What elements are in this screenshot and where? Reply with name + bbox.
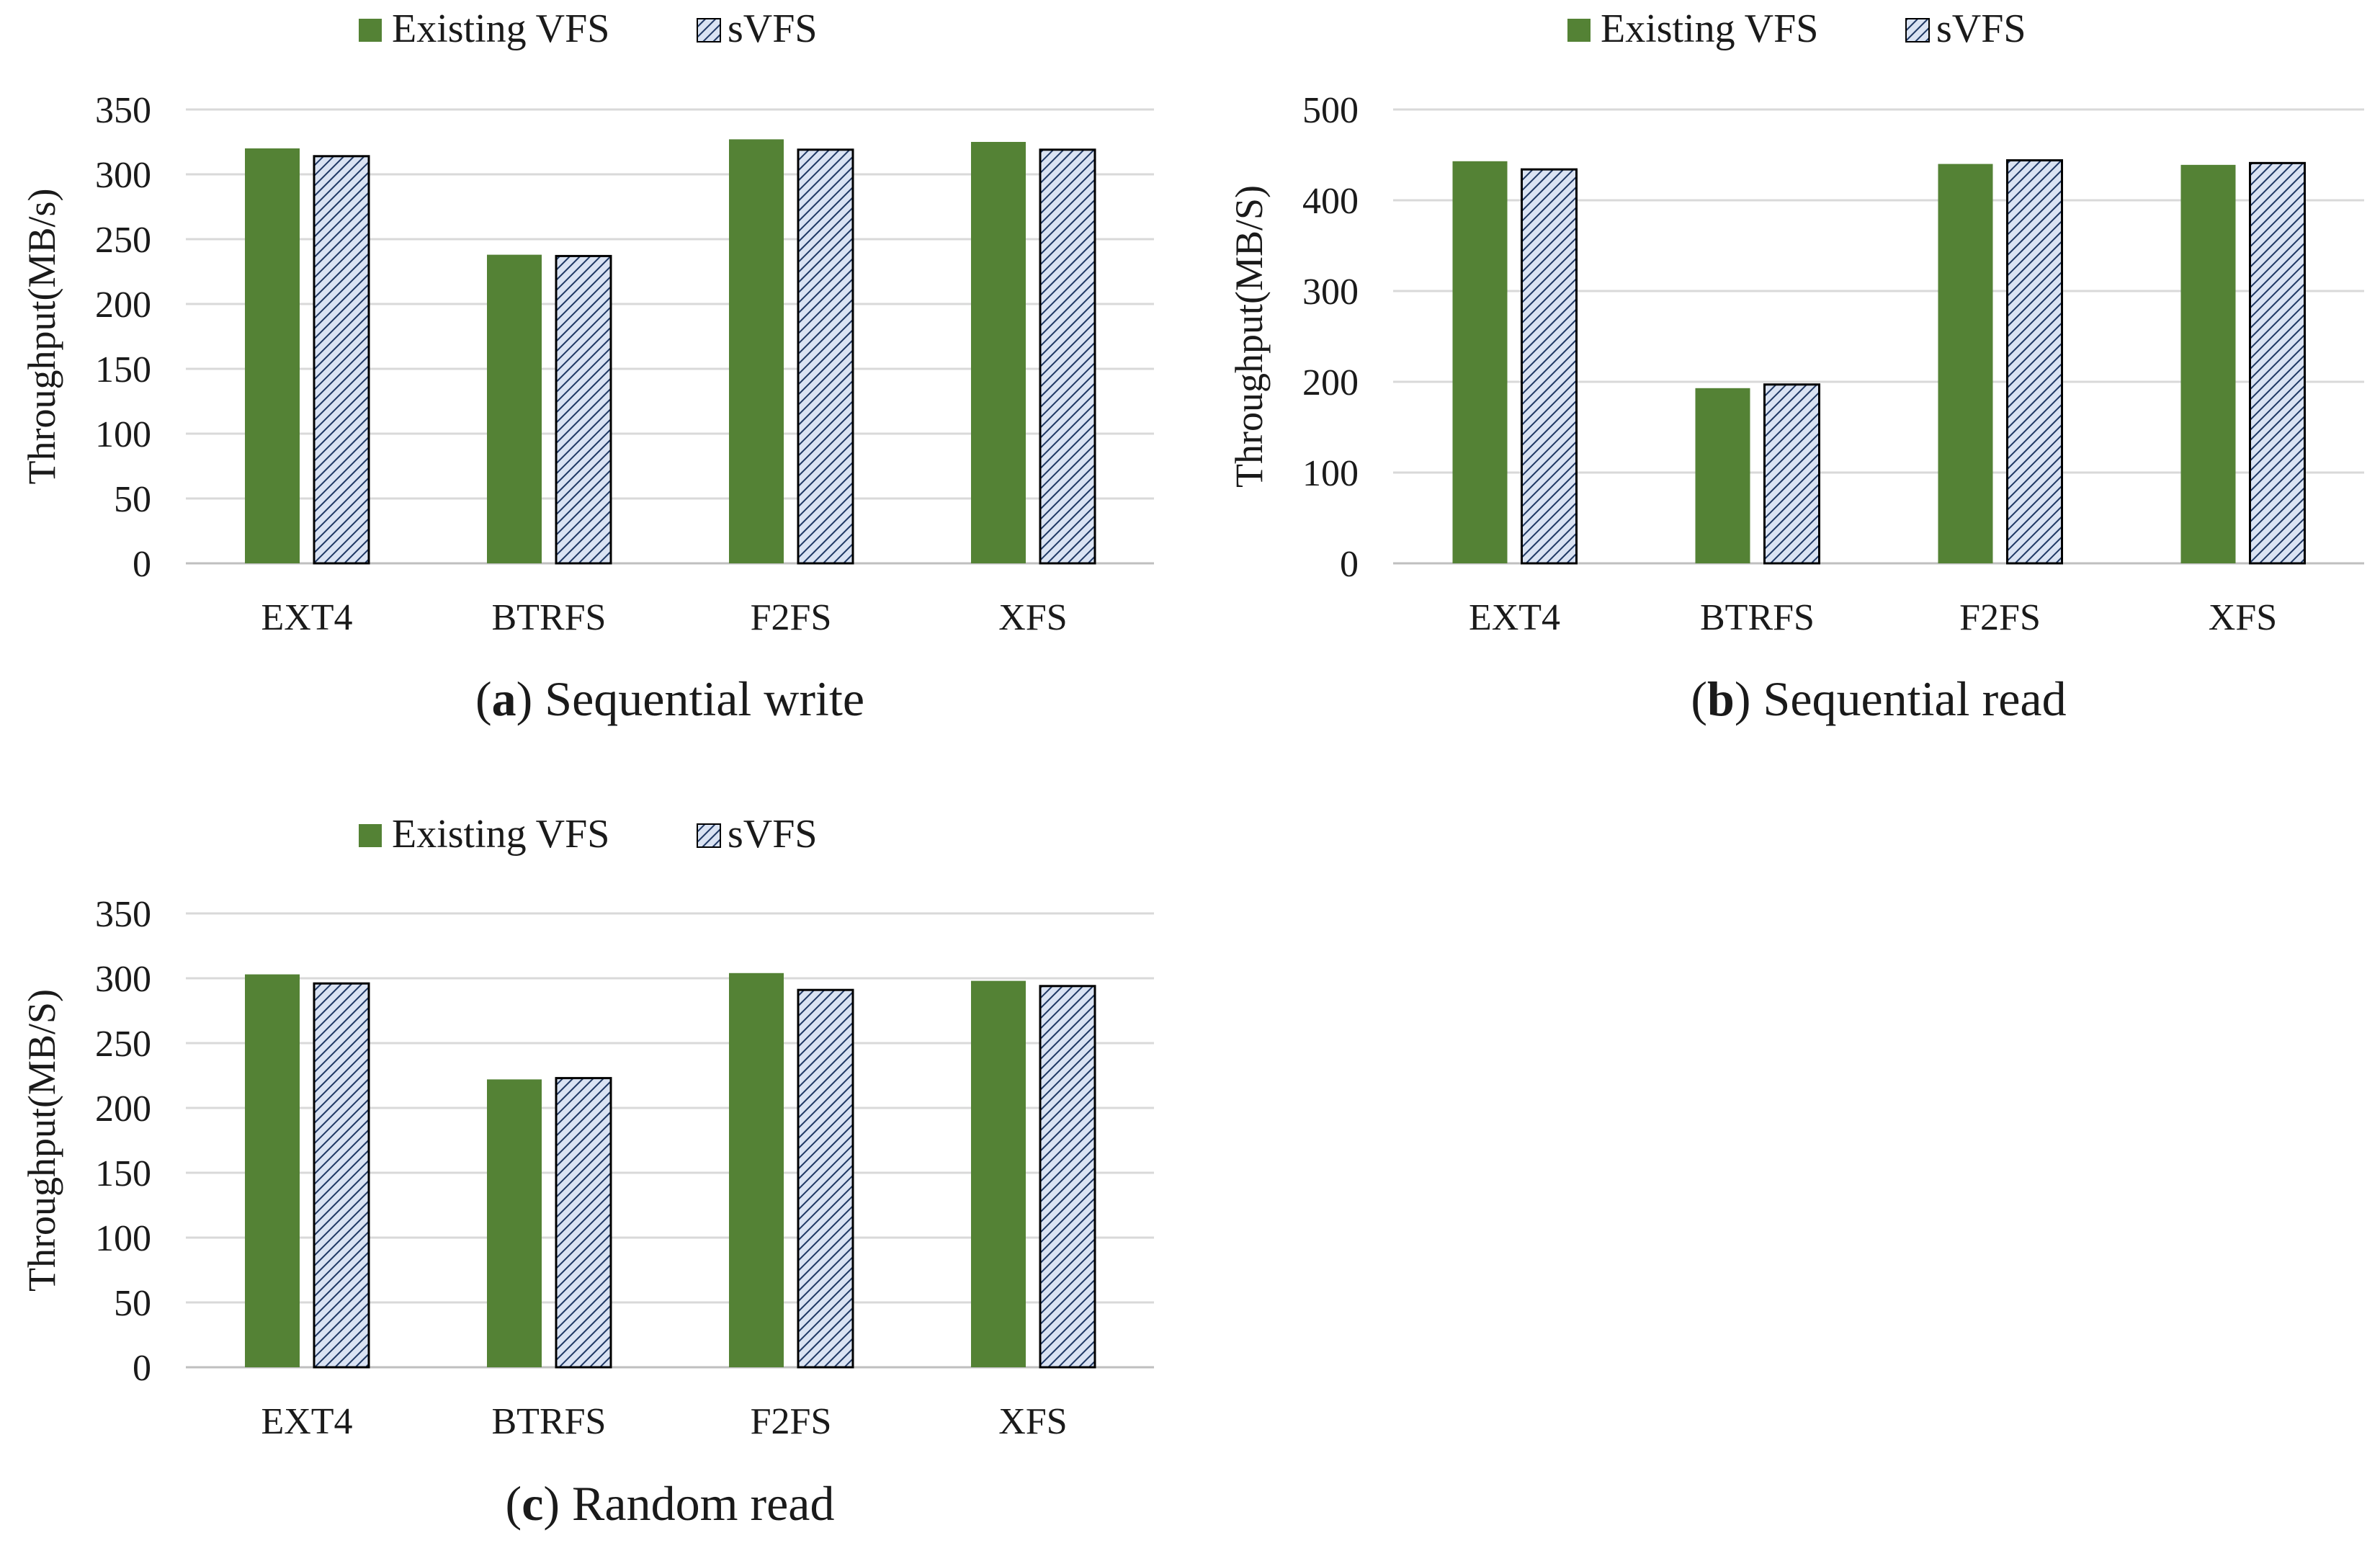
category-label: F2FS	[1959, 597, 2041, 638]
legend-label-existing: Existing VFS	[392, 6, 609, 51]
bar-svfs	[2006, 159, 2063, 565]
bar-svfs	[555, 254, 612, 565]
bar-svfs	[1763, 383, 1820, 565]
legend: Existing VFS sVFS	[359, 6, 818, 51]
bar-existing-vfs	[487, 1079, 542, 1367]
y-tick-label: 0	[133, 544, 151, 585]
y-tick-label: 100	[95, 414, 151, 455]
legend-swatch-existing	[359, 824, 382, 847]
bar-existing-vfs	[729, 972, 784, 1367]
category-label: XFS	[998, 597, 1067, 638]
category-label: BTRFS	[492, 1401, 607, 1442]
bar-existing-vfs	[2180, 164, 2236, 564]
y-tick-label: 200	[95, 1088, 151, 1130]
y-axis-title: Throughput(MB/S)	[1227, 185, 1271, 488]
y-tick-label: 300	[1302, 272, 1359, 313]
bar-svfs	[1039, 985, 1096, 1369]
y-tick-label: 150	[95, 1153, 151, 1194]
chart-a: 0 50 100 150 200 250 300 350 Throughput(MB/s) EXT…	[20, 6, 1154, 726]
bar-svfs	[1521, 168, 1578, 565]
category-label: BTRFS	[1700, 597, 1815, 638]
category-label: F2FS	[751, 1401, 832, 1442]
legend-label-svfs: sVFS	[1936, 6, 2026, 51]
y-tick-label: 0	[1340, 544, 1359, 585]
bar-svfs	[555, 1077, 612, 1369]
y-tick-label: 200	[1302, 362, 1359, 403]
caption-paren-open: (	[1691, 671, 1707, 726]
bar-existing-vfs	[1452, 161, 1508, 563]
y-tick-label: 250	[95, 220, 151, 261]
legend-swatch-existing	[1567, 19, 1591, 42]
legend-swatch-svfs	[1905, 18, 1930, 43]
chart-c: 0 50 100 150 200 250 300 350 Throughput(MB/S) EXT…	[20, 812, 1154, 1531]
legend-swatch-svfs	[697, 823, 721, 848]
category-label: EXT4	[1469, 597, 1560, 638]
legend-label-svfs: sVFS	[728, 6, 818, 51]
y-tick-label: 300	[95, 959, 151, 1000]
y-tick-label: 200	[95, 285, 151, 326]
bar-existing-vfs	[1695, 388, 1750, 563]
category-label: EXT4	[261, 1401, 352, 1442]
caption-letter: c	[522, 1476, 543, 1531]
y-tick-label: 100	[95, 1218, 151, 1259]
y-axis-title: Throughput(MB/s)	[20, 189, 63, 485]
caption-letter: b	[1707, 671, 1735, 726]
bar-svfs	[1039, 148, 1096, 565]
legend: Existing VFS sVFS	[359, 812, 818, 857]
legend: Existing VFS sVFS	[1567, 6, 2026, 51]
chart-caption: (a) Sequential write	[475, 671, 864, 726]
caption-letter: a	[492, 671, 516, 726]
bar-svfs	[2249, 161, 2306, 565]
bar-svfs	[797, 988, 854, 1369]
legend-label-existing: Existing VFS	[1601, 6, 1818, 51]
y-tick-label: 500	[1302, 90, 1359, 131]
caption-paren-close: )	[516, 671, 545, 726]
y-tick-label: 150	[95, 349, 151, 390]
y-axis-title: Throughput(MB/S)	[20, 989, 63, 1292]
bar-existing-vfs	[245, 148, 300, 563]
y-tick-label: 50	[114, 1283, 151, 1324]
caption-paren-close: )	[543, 1476, 572, 1531]
chart-caption: (c) Random read	[506, 1476, 835, 1531]
y-tick-label: 350	[95, 90, 151, 131]
chart-b: 0 100 200 300 400 500 Throughput(MB/S) EXT4 BTRF…	[1227, 6, 2364, 726]
y-tick-label: 50	[114, 479, 151, 520]
bar-existing-vfs	[971, 142, 1026, 563]
bar-existing-vfs	[1938, 164, 1993, 564]
y-tick-label: 100	[1302, 453, 1359, 494]
category-label: F2FS	[751, 597, 832, 638]
bar-existing-vfs	[729, 139, 784, 563]
y-tick-label: 400	[1302, 181, 1359, 222]
caption-paren-open: (	[506, 1476, 522, 1531]
bar-svfs	[797, 148, 854, 565]
bar-svfs	[313, 982, 370, 1369]
caption-title: Sequential read	[1763, 671, 2067, 726]
legend-swatch-existing	[359, 19, 382, 42]
y-tick-label: 350	[95, 894, 151, 935]
legend-label-svfs: sVFS	[728, 812, 818, 857]
legend-label-existing: Existing VFS	[392, 812, 609, 857]
y-tick-label: 250	[95, 1024, 151, 1065]
y-tick-label: 300	[95, 155, 151, 196]
caption-paren-close: )	[1735, 671, 1763, 726]
category-label: EXT4	[261, 597, 352, 638]
caption-title: Random read	[572, 1476, 834, 1531]
chart-caption: (b) Sequential read	[1691, 671, 2066, 726]
bar-existing-vfs	[971, 980, 1026, 1367]
caption-title: Sequential write	[545, 671, 864, 726]
bar-existing-vfs	[245, 974, 300, 1367]
bar-svfs	[313, 155, 370, 565]
caption-paren-open: (	[475, 671, 492, 726]
legend-swatch-svfs	[697, 18, 721, 43]
charts-root: 0 50 100 150 200 250 300 350 Throughput(MB/s) EXT…	[20, 6, 2364, 1531]
category-label: XFS	[2209, 597, 2277, 638]
category-label: BTRFS	[492, 597, 607, 638]
y-tick-label: 0	[133, 1348, 151, 1389]
bar-existing-vfs	[487, 254, 542, 563]
category-label: XFS	[998, 1401, 1067, 1442]
